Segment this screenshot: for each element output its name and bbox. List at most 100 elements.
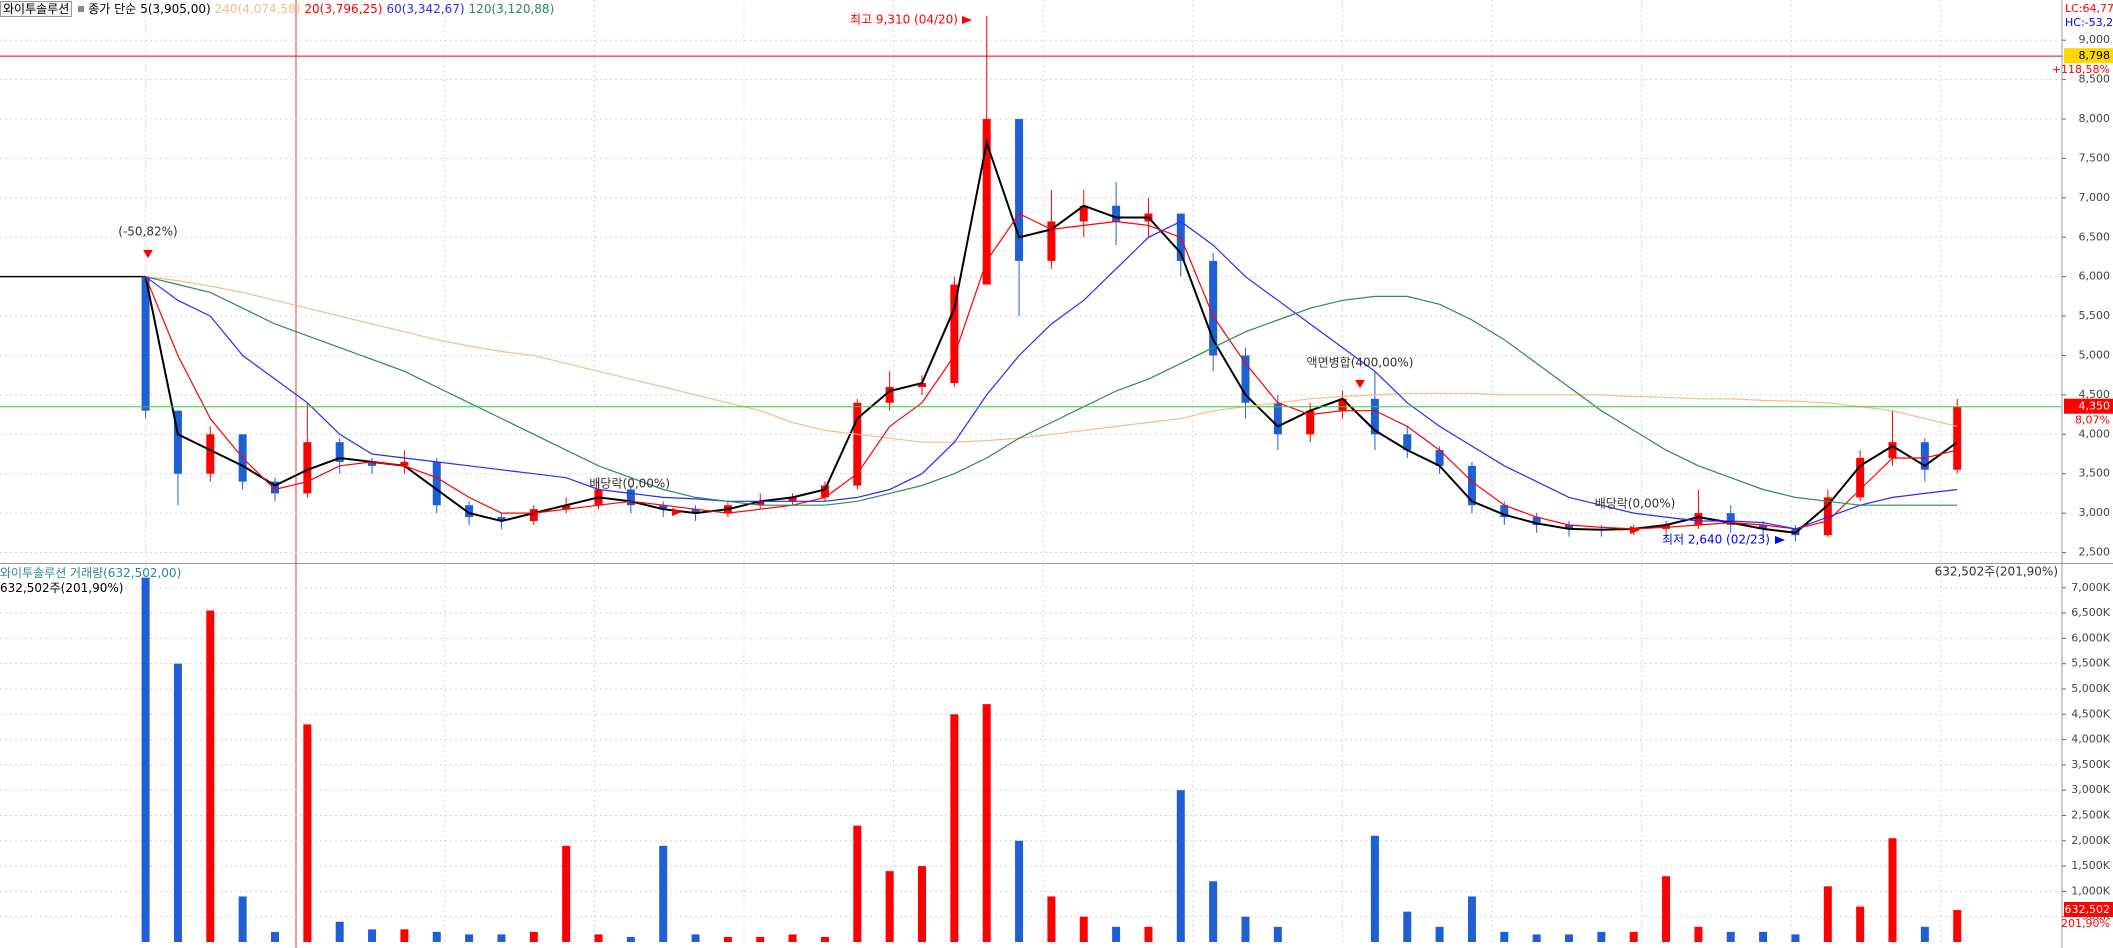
candle-body — [1726, 513, 1735, 525]
ma-line — [145, 276, 1958, 443]
candle-body — [529, 509, 538, 522]
arrow — [1355, 380, 1365, 388]
y-tick-label: 3,500 — [2079, 467, 2111, 480]
arrow — [1630, 526, 1640, 534]
volume-bar — [368, 929, 377, 942]
volume-bar — [1597, 931, 1606, 942]
candle-body — [1209, 260, 1218, 356]
y-tick-label: 2,500 — [2079, 546, 2111, 559]
corner-label: HC:-53,2 — [2065, 16, 2113, 29]
legend-prefix: 종가 단순 — [88, 2, 137, 16]
candle-body — [1079, 205, 1088, 222]
arrow — [1775, 536, 1785, 544]
y-tick-label: 4,000 — [2079, 427, 2111, 440]
y-tick-label: 7,000K — [2071, 581, 2110, 594]
volume-bar — [1144, 926, 1153, 942]
candle-body — [1500, 505, 1509, 518]
volume-bar — [1241, 916, 1250, 942]
arrow — [672, 508, 682, 516]
volume-bar — [1662, 876, 1671, 942]
volume-bar — [1273, 926, 1282, 942]
candle-body — [1694, 513, 1703, 525]
y-tick-label: 6,500 — [2079, 230, 2111, 243]
volume-subtitle: 632,502주(201,90%) — [0, 581, 124, 595]
volume-bar — [1370, 835, 1379, 942]
annotation: 액면병합(400,00%) — [1307, 356, 1414, 370]
annotation: 최고 9,310 (04/20) — [850, 13, 958, 27]
y-tick-label: 4,500K — [2071, 707, 2110, 720]
ma-line — [145, 212, 1958, 530]
candle-body — [820, 485, 829, 498]
price-box — [2064, 48, 2113, 64]
y-tick-label: 5,500 — [2079, 309, 2111, 322]
candle-body — [982, 119, 991, 285]
volume-bar — [1694, 926, 1703, 942]
legend-entry: 60(3,342,67) — [386, 2, 465, 16]
volume-bar — [1467, 896, 1476, 942]
stock-name: 와이투솔루션 — [0, 1, 73, 17]
candle-body — [335, 442, 344, 462]
value-label: 632,502 — [2065, 903, 2111, 916]
y-tick-label: 3,000 — [2079, 506, 2111, 519]
volume-bar — [497, 934, 506, 942]
annotations: (-50,82%) 최고 9,310 (04/20) 배당락(0,00%) 액면병합(… — [118, 13, 1785, 547]
volume-bar — [1920, 926, 1929, 942]
volume-bar — [303, 724, 312, 942]
y-tick-label: 1,000K — [2071, 884, 2110, 897]
candle-body — [1565, 524, 1573, 529]
candle-body — [1273, 402, 1282, 435]
annotation: (-50,82%) — [118, 225, 177, 239]
volume-bar — [1209, 881, 1218, 942]
y-tick-label: 1,500K — [2071, 859, 2110, 872]
candle-body — [853, 402, 862, 486]
candle-body — [1338, 398, 1347, 411]
candle-body — [141, 276, 150, 411]
legend-entry: 5(3,905,00) — [140, 2, 211, 16]
price-label: 4,350 — [2079, 400, 2111, 413]
candle-body — [271, 481, 279, 494]
candle-body — [1823, 497, 1832, 536]
volume-bar — [206, 610, 215, 942]
volume-bar — [271, 931, 279, 942]
y-tick-label: 4,000K — [2071, 733, 2110, 746]
legend-entry: 120(3,120,88) — [468, 2, 555, 16]
volume-bar — [982, 704, 991, 942]
candle-body — [756, 501, 765, 506]
volume-bar — [1403, 911, 1412, 942]
candle-body — [626, 489, 635, 506]
legend-entry: 20(3,796,25) — [304, 2, 383, 16]
volume-subtitle-right: 632,502주(201,90%) — [1935, 565, 2058, 579]
y-tick-label: 9,000 — [2079, 33, 2111, 46]
volume-bar — [885, 871, 894, 942]
volume-bar — [141, 577, 150, 942]
y-tick-label: 7,000 — [2079, 191, 2111, 204]
candle-body — [173, 410, 182, 474]
candle-body — [1953, 406, 1962, 470]
volume-bar — [820, 936, 829, 942]
y-tick-label: 5,500K — [2071, 657, 2110, 670]
ma-line — [145, 220, 1958, 530]
volume-bar — [1565, 934, 1573, 942]
y-tick-label: 3,500K — [2071, 758, 2110, 771]
volume-bar — [1047, 896, 1056, 942]
y-tick-label: 8,000 — [2079, 112, 2111, 125]
volume-bar — [562, 845, 571, 942]
legend-icon — [78, 6, 85, 12]
volume-bar — [1532, 934, 1541, 942]
y-tick-label: 8,500 — [2079, 73, 2111, 86]
volume-title: 와이투솔루션 거래량(632,502,00) — [0, 566, 182, 580]
y-tick-label: 3,000K — [2071, 783, 2110, 796]
volume-bar — [1791, 934, 1800, 942]
candle-body — [918, 383, 926, 388]
candle-body — [1467, 465, 1476, 506]
price-note: 8,07% — [2075, 414, 2110, 427]
candle-body — [659, 505, 668, 510]
volume-bar — [1176, 790, 1185, 942]
price-label: 8,798 — [2079, 49, 2111, 62]
candle-body — [1759, 524, 1768, 529]
y-tick-label: 2,000K — [2071, 834, 2110, 847]
y-tick-label: 6,000 — [2079, 270, 2111, 283]
volume-bar — [1629, 931, 1638, 942]
